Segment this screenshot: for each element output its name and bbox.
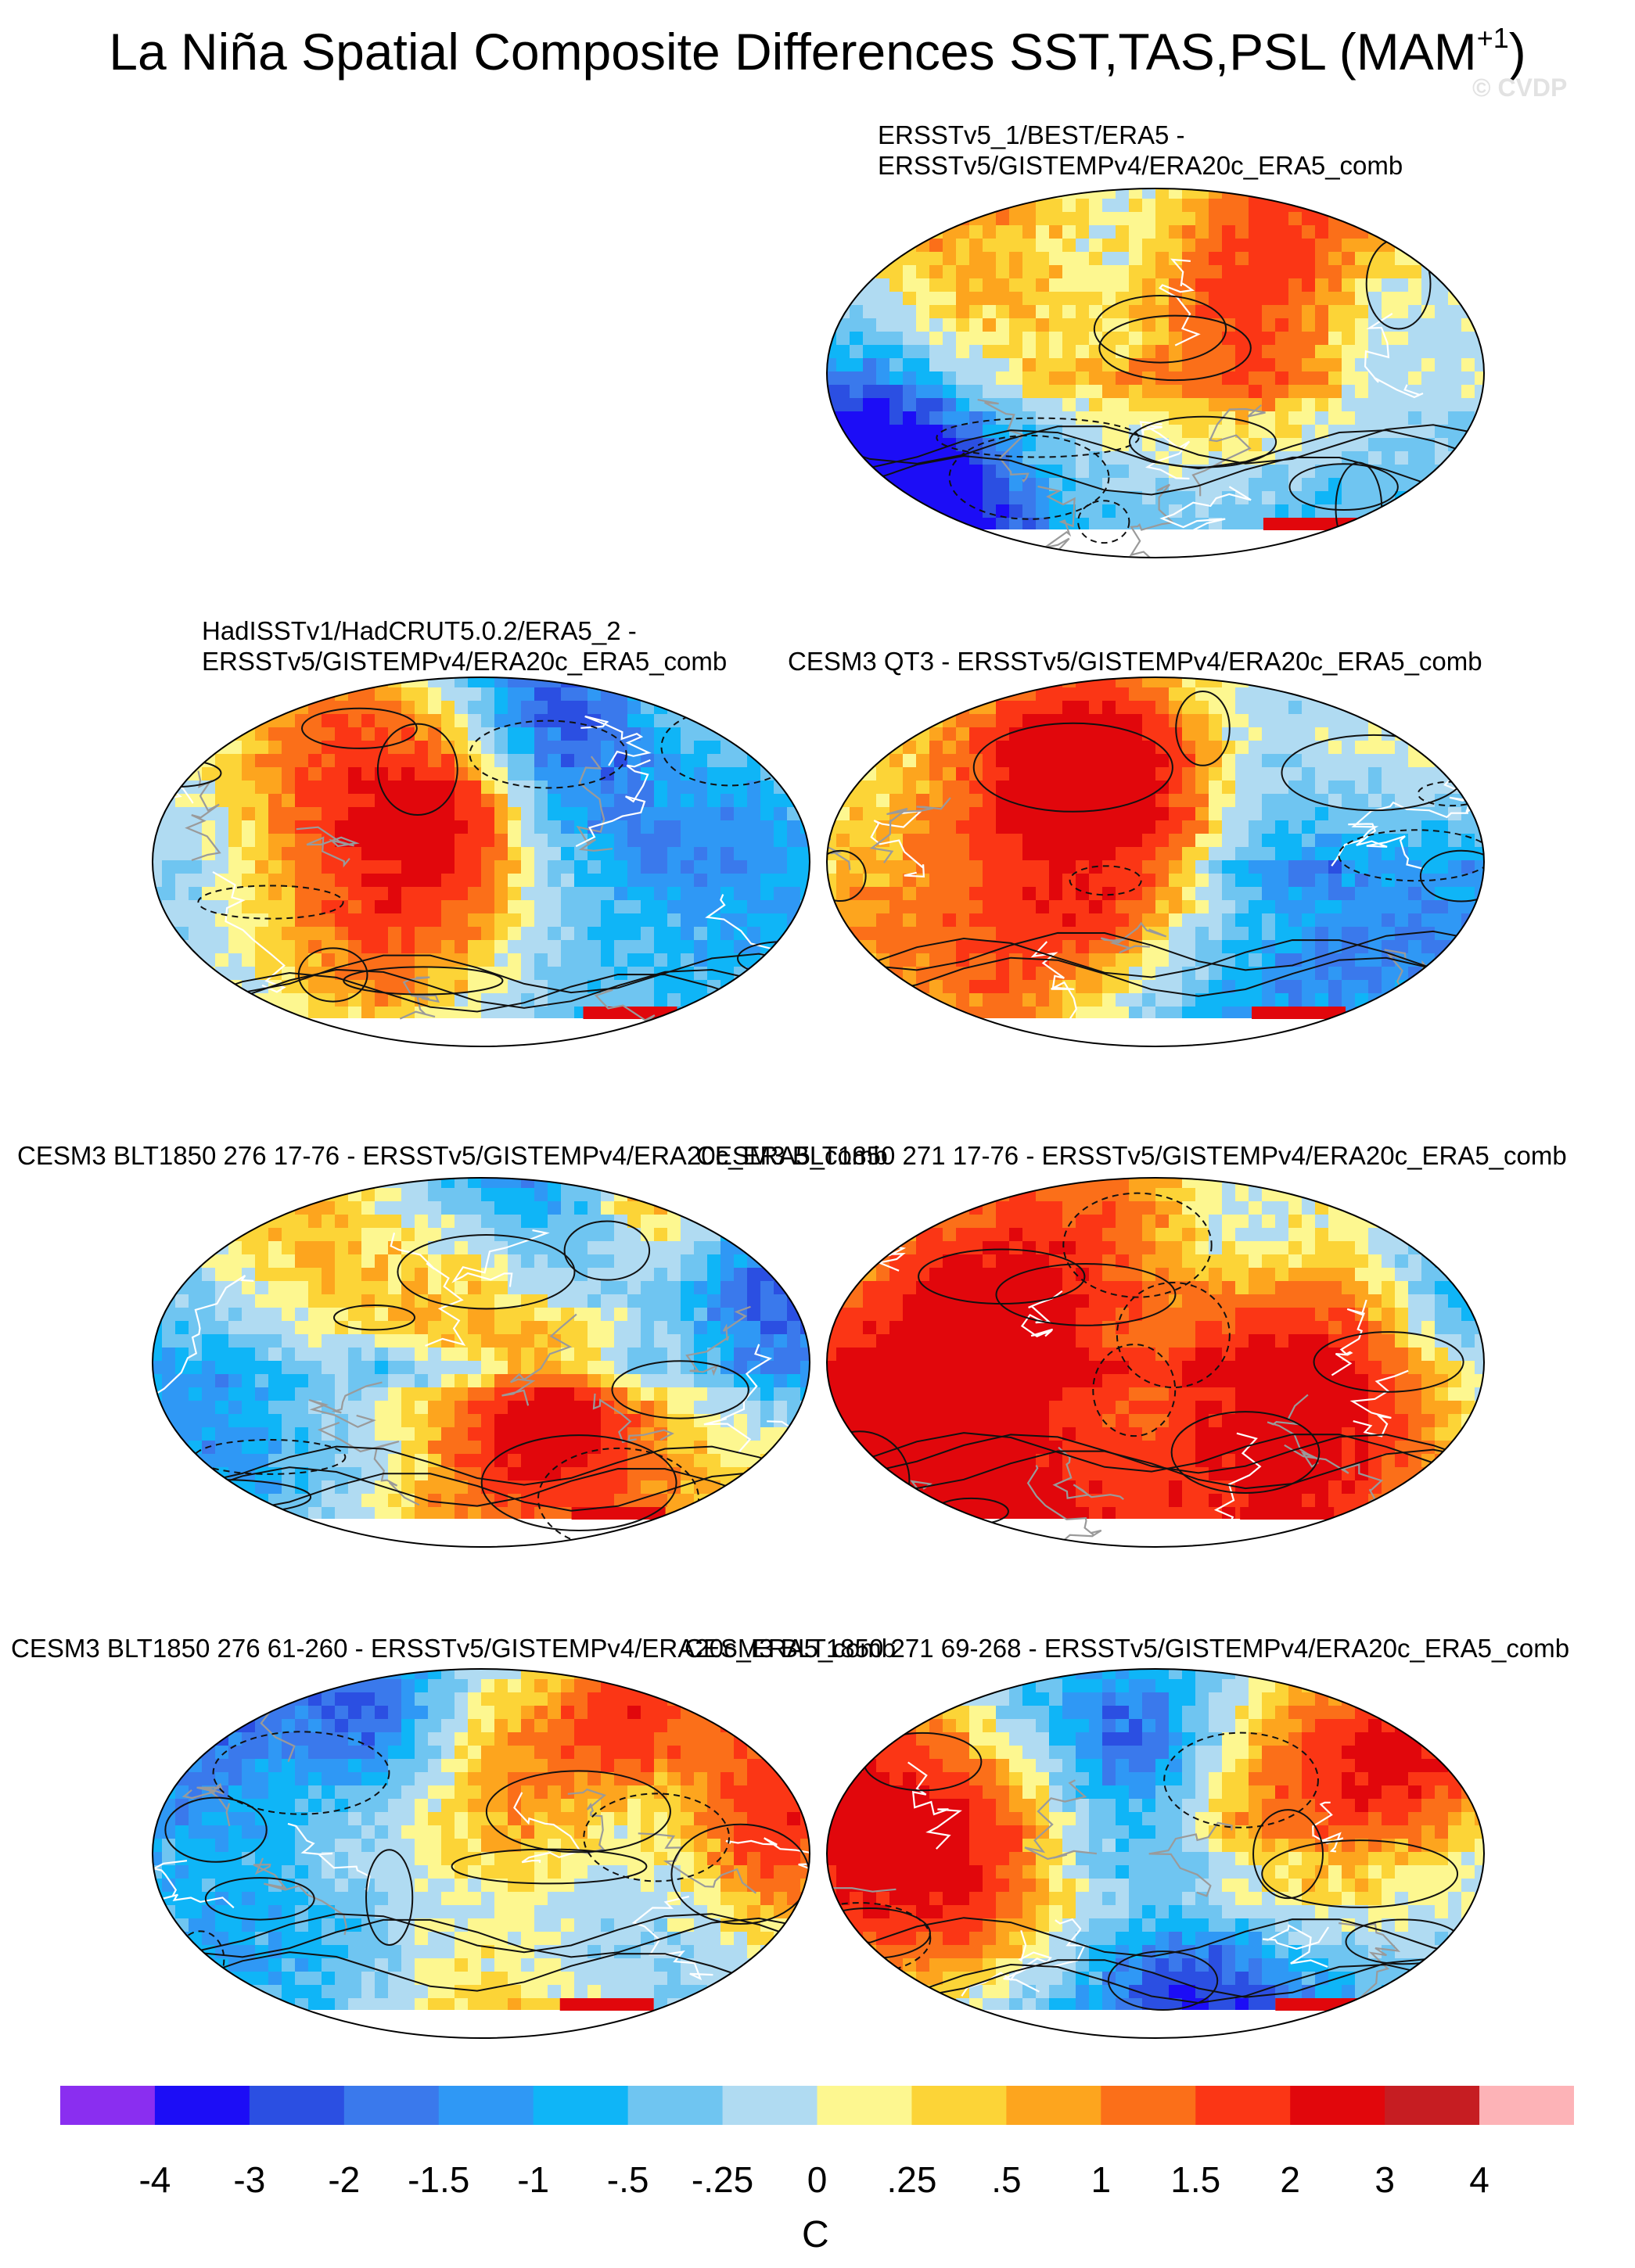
colorbar-segment	[722, 2086, 818, 2125]
colorbar-tick-label: .5	[991, 2159, 1022, 2200]
figure-title: La Niña Spatial Composite Differences SS…	[109, 22, 1526, 81]
colorbar-segment	[1101, 2086, 1196, 2125]
colorbar-segment	[817, 2086, 912, 2125]
panel-title-p1: ERSSTv5_1/BEST/ERA5 - ERSSTv5/GISTEMPv4/E…	[878, 120, 1403, 180]
colorbar-segment	[911, 2086, 1007, 2125]
colorbar-segment	[249, 2086, 345, 2125]
colorbar-segment	[60, 2086, 156, 2125]
colorbar-unit-label: C	[802, 2214, 829, 2255]
colorbar-tick-label: -.25	[691, 2159, 754, 2200]
colorbar-segment	[343, 2086, 440, 2125]
map-panel-p2	[152, 676, 810, 1047]
colorbar-segment	[627, 2086, 724, 2125]
colorbar-tick-label: -3	[233, 2159, 266, 2200]
colorbar-tick-label: 1.5	[1170, 2159, 1221, 2200]
map-panel-p1	[826, 188, 1485, 558]
map-panel-p4	[152, 1177, 810, 1548]
colorbar-tick-label: 4	[1469, 2159, 1489, 2200]
colorbar-segment	[1195, 2086, 1291, 2125]
colorbar-tick-label: -1.5	[408, 2159, 470, 2200]
panel-title-p3: CESM3 QT3 - ERSSTv5/GISTEMPv4/ERA20c_ERA…	[788, 647, 1482, 676]
colorbar-tick-label: 1	[1091, 2159, 1112, 2200]
colorbar-tick-label: .25	[886, 2159, 937, 2200]
colorbar-segment	[1006, 2086, 1101, 2125]
map-panel-p7	[826, 1668, 1485, 2039]
colorbar	[60, 2086, 1574, 2125]
colorbar-segment	[438, 2086, 534, 2125]
watermark: © CVDP	[1472, 74, 1568, 102]
colorbar-segment	[1290, 2086, 1385, 2125]
colorbar-tick-label: 2	[1280, 2159, 1300, 2200]
map-panel-p3	[826, 676, 1485, 1047]
colorbar-segment	[1479, 2086, 1574, 2125]
panel-title-p2: HadISSTv1/HadCRUT5.0.2/ERA5_2 - ERSSTv5/G…	[202, 616, 728, 676]
panel-title-p5: CESM3 BLT1850 271 17-76 - ERSSTv5/GISTEM…	[696, 1141, 1567, 1170]
colorbar-tick-label: -1	[517, 2159, 550, 2200]
colorbar-tick-label: -2	[328, 2159, 361, 2200]
map-panel-p6	[152, 1668, 810, 2039]
panel-title-p4: CESM3 BLT1850 276 17-76 - ERSSTv5/GISTEM…	[17, 1141, 888, 1170]
colorbar-tick-label: -.5	[606, 2159, 649, 2200]
colorbar-segment	[1385, 2086, 1480, 2125]
panel-title-p7: CESM3 BLT1850 271 69-268 - ERSSTv5/GISTE…	[685, 1634, 1570, 1663]
panel-title-p6: CESM3 BLT1850 276 61-260 - ERSSTv5/GISTE…	[11, 1634, 897, 1663]
colorbar-tick-label: -4	[138, 2159, 171, 2200]
map-panel-p5	[826, 1177, 1485, 1548]
colorbar-segment	[154, 2086, 250, 2125]
colorbar-tick-label: 3	[1374, 2159, 1395, 2200]
colorbar-segment	[533, 2086, 629, 2125]
colorbar-tick-label: 0	[807, 2159, 828, 2200]
